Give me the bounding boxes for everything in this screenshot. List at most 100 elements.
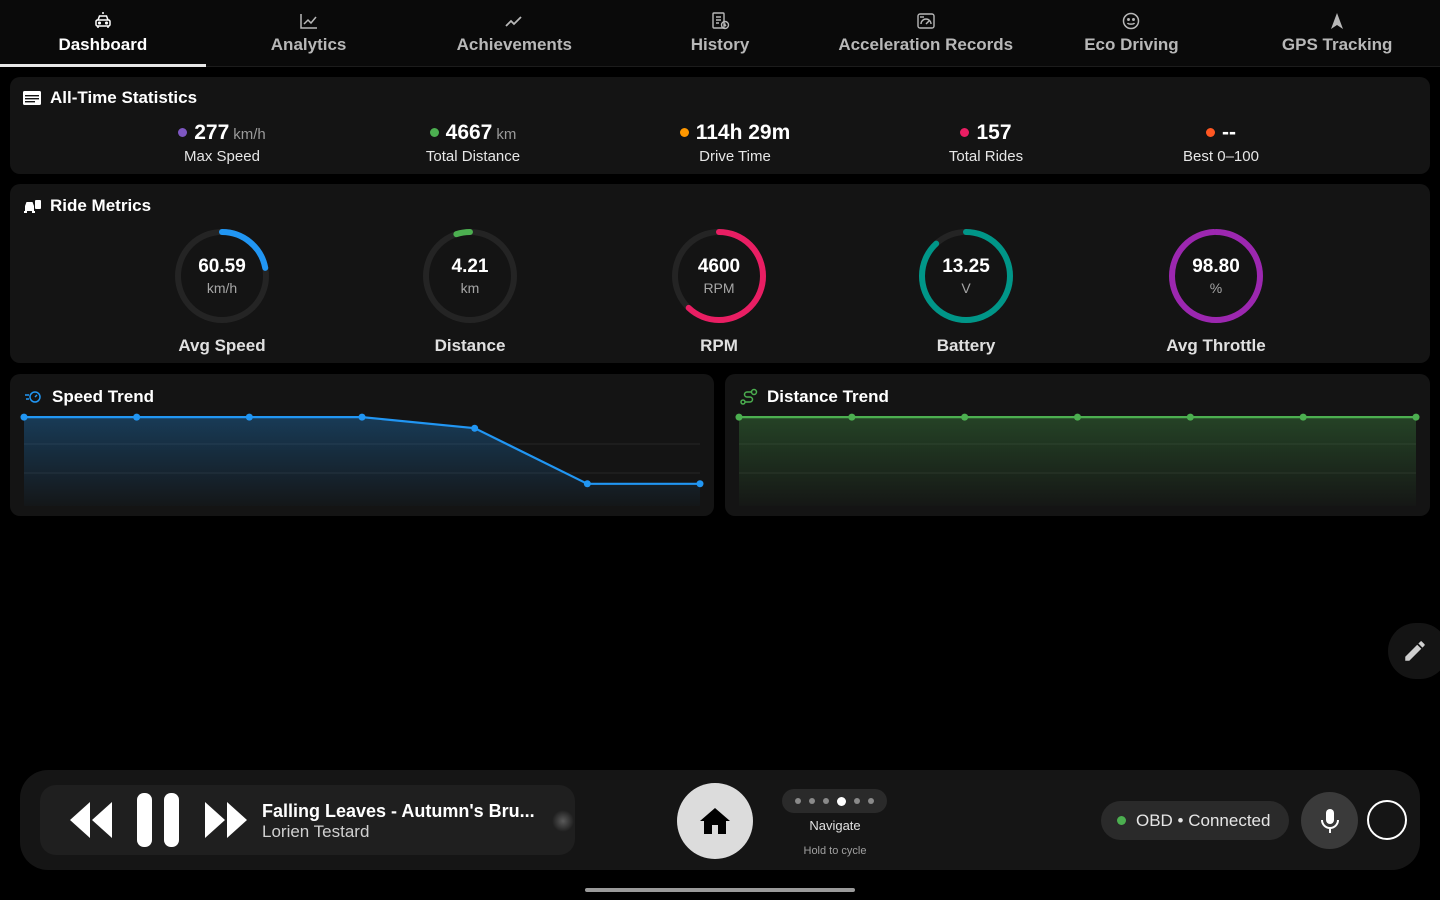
- circle-action-button[interactable]: [1367, 800, 1407, 840]
- gauge-label: Distance: [434, 336, 506, 355]
- all-time-statistics-card: All-Time Statistics 277 km/h Max Speed 46…: [10, 77, 1430, 174]
- area-fill: [739, 417, 1416, 506]
- gauge-ring: [423, 229, 517, 323]
- card-title: Distance Trend: [767, 387, 889, 406]
- speed-trend-card: Speed Trend: [10, 374, 714, 516]
- media-player[interactable]: Falling Leaves - Autumn's Bru... Lorien …: [40, 785, 575, 855]
- page-dot: [809, 798, 815, 804]
- navigation-icon: [1331, 12, 1344, 29]
- data-point: [133, 413, 141, 421]
- speed-trend-chart: [20, 413, 704, 506]
- stat-unit: km/h: [233, 126, 266, 143]
- song-title: Falling Leaves - Autumn's Bru...: [262, 801, 535, 821]
- distance-trend-chart: [735, 413, 1420, 506]
- gauge-unit: RPM: [703, 280, 735, 296]
- data-point: [961, 413, 969, 421]
- data-point: [848, 413, 856, 421]
- data-point: [735, 413, 743, 421]
- car-meter-icon: [24, 200, 41, 213]
- tab-achievements[interactable]: Achievements: [411, 0, 617, 66]
- status-dot: [178, 128, 188, 137]
- gauge-ring: [1169, 229, 1263, 323]
- navigate-hint: Hold to cycle: [803, 845, 867, 857]
- tab-acceleration-records[interactable]: Acceleration Records: [823, 0, 1029, 66]
- fast-forward-icon[interactable]: [203, 798, 249, 842]
- obd-status-text: OBD • Connected: [1136, 810, 1271, 830]
- gauge-label: Avg Throttle: [1166, 336, 1266, 355]
- tab-label: Acceleration Records: [838, 34, 1014, 54]
- chart-icon: [299, 13, 317, 29]
- tab-eco-driving[interactable]: Eco Driving: [1029, 0, 1235, 66]
- tab-gps-tracking[interactable]: GPS Tracking: [1234, 0, 1440, 66]
- status-dot: [429, 128, 439, 137]
- tab-label: Eco Driving: [1084, 34, 1179, 54]
- status-dot: [960, 128, 970, 137]
- gauge-label: RPM: [700, 336, 738, 355]
- obd-status-badge[interactable]: OBD • Connected: [1101, 801, 1289, 840]
- stat-value: --: [1222, 121, 1236, 144]
- microphone-icon: [1320, 808, 1339, 833]
- status-dot: [1206, 128, 1215, 137]
- edit-button[interactable]: [1388, 623, 1440, 679]
- stat-value: 157: [976, 121, 1012, 144]
- tab-bar: Dashboard Analytics Achievements History…: [0, 0, 1440, 67]
- data-point: [1186, 413, 1194, 421]
- stat-label: Total Rides: [948, 148, 1024, 165]
- gauge-arc: [175, 229, 269, 323]
- gauge-arc: [919, 229, 1013, 323]
- card-header: Distance Trend: [739, 387, 889, 407]
- home-indicator[interactable]: [585, 888, 855, 892]
- page-dot: [868, 798, 874, 804]
- gauge-unit: %: [1209, 280, 1223, 296]
- history-icon: [712, 11, 730, 29]
- tab-label: Analytics: [270, 34, 347, 54]
- card-title: Ride Metrics: [50, 196, 152, 215]
- bottom-control-bar: Falling Leaves - Autumn's Bru... Lorien …: [20, 770, 1420, 870]
- home-icon: [700, 808, 730, 834]
- stat-value: 277: [194, 121, 230, 144]
- voice-button[interactable]: [1301, 792, 1358, 849]
- gauge-distance: 4.21 km Distance: [360, 226, 580, 356]
- gauge-ring: [919, 229, 1013, 323]
- gauge-arc: [1169, 229, 1263, 323]
- tab-label: GPS Tracking: [1281, 34, 1393, 54]
- card-header: Ride Metrics: [22, 196, 151, 216]
- tab-dashboard[interactable]: Dashboard: [0, 0, 206, 67]
- pause-icon[interactable]: [135, 793, 181, 847]
- page-indicator[interactable]: [782, 789, 887, 813]
- data-point: [1299, 413, 1307, 421]
- tab-history[interactable]: History: [617, 0, 823, 66]
- gauge-unit: V: [961, 280, 971, 296]
- ride-metrics-card: Ride Metrics 60.59 km/h Avg Speed 4.21 k…: [10, 184, 1430, 363]
- gauge-rpm: 4600 RPM RPM: [609, 226, 829, 356]
- home-button[interactable]: [677, 783, 753, 859]
- card-title: All-Time Statistics: [50, 88, 198, 107]
- tab-analytics[interactable]: Analytics: [206, 0, 412, 66]
- gauge-value: 98.80: [1192, 256, 1240, 277]
- distance-trend-card: Distance Trend: [725, 374, 1430, 516]
- stat-value: 114h 29m: [695, 121, 791, 144]
- album-art-thumbnail: [552, 810, 574, 832]
- data-point: [1074, 413, 1081, 421]
- gauge-avg-speed: 60.59 km/h Avg Speed: [112, 226, 332, 356]
- data-point: [696, 480, 704, 488]
- data-point: [245, 413, 253, 421]
- stat-value: 4667: [445, 121, 493, 144]
- tab-label: Achievements: [456, 34, 572, 54]
- stat-label: Max Speed: [184, 148, 260, 165]
- status-dot: [679, 128, 689, 137]
- stat-total-rides: 157 Total Rides: [866, 121, 1106, 165]
- gauge-value: 4600: [697, 256, 741, 277]
- rewind-icon[interactable]: [68, 798, 114, 842]
- stat-best-0-100: -- Best 0–100: [1101, 121, 1341, 165]
- gauge-value: 4.21: [451, 256, 489, 277]
- speedometer-icon: [917, 12, 935, 29]
- gauge-value: 13.25: [942, 256, 990, 277]
- data-point: [583, 480, 591, 488]
- pencil-icon: [1405, 641, 1425, 661]
- trend-icon: [505, 15, 522, 27]
- gauge-arc: [672, 229, 766, 323]
- area-fill: [24, 417, 700, 506]
- page-dot: [823, 798, 829, 804]
- stat-label: Best 0–100: [1183, 148, 1259, 165]
